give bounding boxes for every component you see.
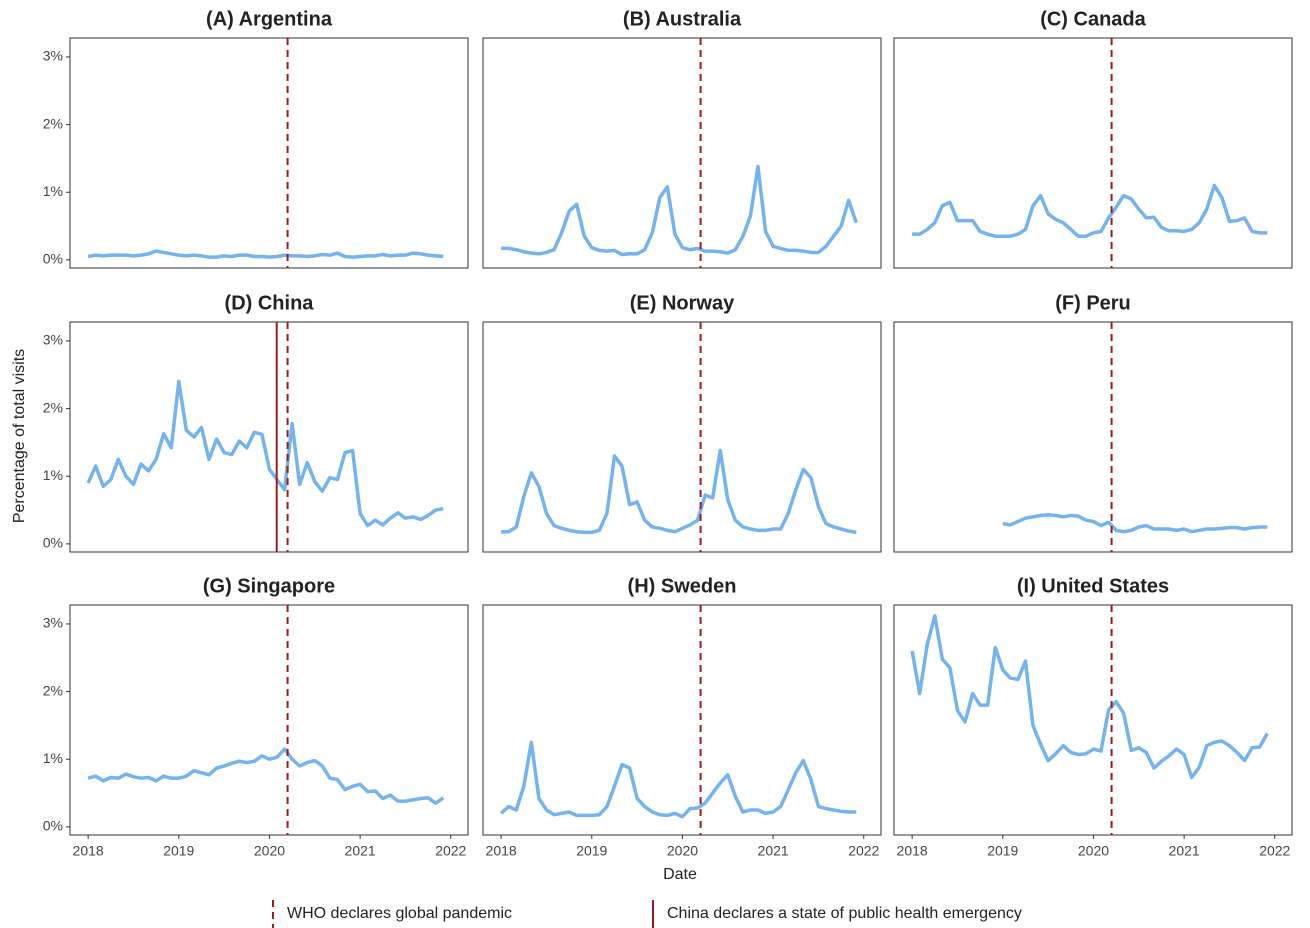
panel-title: (D) China xyxy=(225,292,315,314)
panel-title: (I) United States xyxy=(1017,575,1169,597)
y-tick-label: 2% xyxy=(43,399,63,415)
panel-border xyxy=(893,37,1293,269)
x-tick-label: 2021 xyxy=(1169,843,1200,859)
panel-border xyxy=(482,321,882,553)
x-tick-label: 2019 xyxy=(987,843,1018,859)
y-tick-label: 3% xyxy=(43,615,63,631)
panel-title: (E) Norway xyxy=(630,292,735,314)
data-line xyxy=(501,448,857,535)
x-tick-label: 2019 xyxy=(576,843,607,859)
data-line xyxy=(499,740,857,819)
panel-border xyxy=(482,37,882,269)
x-tick-label: 2022 xyxy=(1259,843,1290,859)
panel-border xyxy=(69,37,469,269)
panel-title: (F) Peru xyxy=(1055,292,1131,314)
y-tick-label: 0% xyxy=(43,818,63,834)
x-axis-label: Date xyxy=(663,866,697,883)
y-tick-label: 0% xyxy=(43,535,63,551)
x-tick-label: 2018 xyxy=(73,843,104,859)
panel-title: (C) Canada xyxy=(1040,8,1146,30)
panel-border xyxy=(482,604,882,836)
x-tick-label: 2018 xyxy=(486,843,517,859)
y-tick-label: 2% xyxy=(43,682,63,698)
y-tick-label: 3% xyxy=(43,48,63,64)
data-line xyxy=(87,747,445,805)
y-tick-label: 2% xyxy=(43,115,63,131)
x-tick-label: 2020 xyxy=(1078,843,1109,859)
panel-title: (B) Australia xyxy=(623,8,742,30)
legend-label: China declares a state of public health … xyxy=(667,905,1022,922)
panel-border xyxy=(69,321,469,553)
x-tick-label: 2020 xyxy=(667,843,698,859)
y-tick-label: 1% xyxy=(43,183,63,199)
y-tick-label: 0% xyxy=(43,251,63,267)
y-tick-label: 1% xyxy=(43,467,63,483)
data-line xyxy=(910,614,1269,780)
panel-title: (G) Singapore xyxy=(203,575,335,597)
y-tick-label: 1% xyxy=(43,750,63,766)
x-tick-label: 2018 xyxy=(897,843,928,859)
x-tick-label: 2019 xyxy=(163,843,194,859)
x-tick-label: 2022 xyxy=(435,843,466,859)
data-line xyxy=(1002,513,1268,534)
x-tick-label: 2021 xyxy=(758,843,789,859)
data-line xyxy=(912,183,1268,238)
data-line xyxy=(501,164,858,257)
panel-border xyxy=(893,321,1293,553)
legend-label: WHO declares global pandemic xyxy=(287,905,512,922)
y-tick-label: 3% xyxy=(43,332,63,348)
panel-border xyxy=(893,604,1293,836)
data-line xyxy=(87,249,444,259)
x-tick-label: 2020 xyxy=(254,843,285,859)
y-axis-label: Percentage of total visits xyxy=(11,349,28,523)
x-tick-label: 2021 xyxy=(345,843,376,859)
data-line xyxy=(86,379,444,528)
x-tick-label: 2022 xyxy=(848,843,879,859)
panel-title: (A) Argentina xyxy=(206,8,333,30)
panel-title: (H) Sweden xyxy=(628,575,737,597)
